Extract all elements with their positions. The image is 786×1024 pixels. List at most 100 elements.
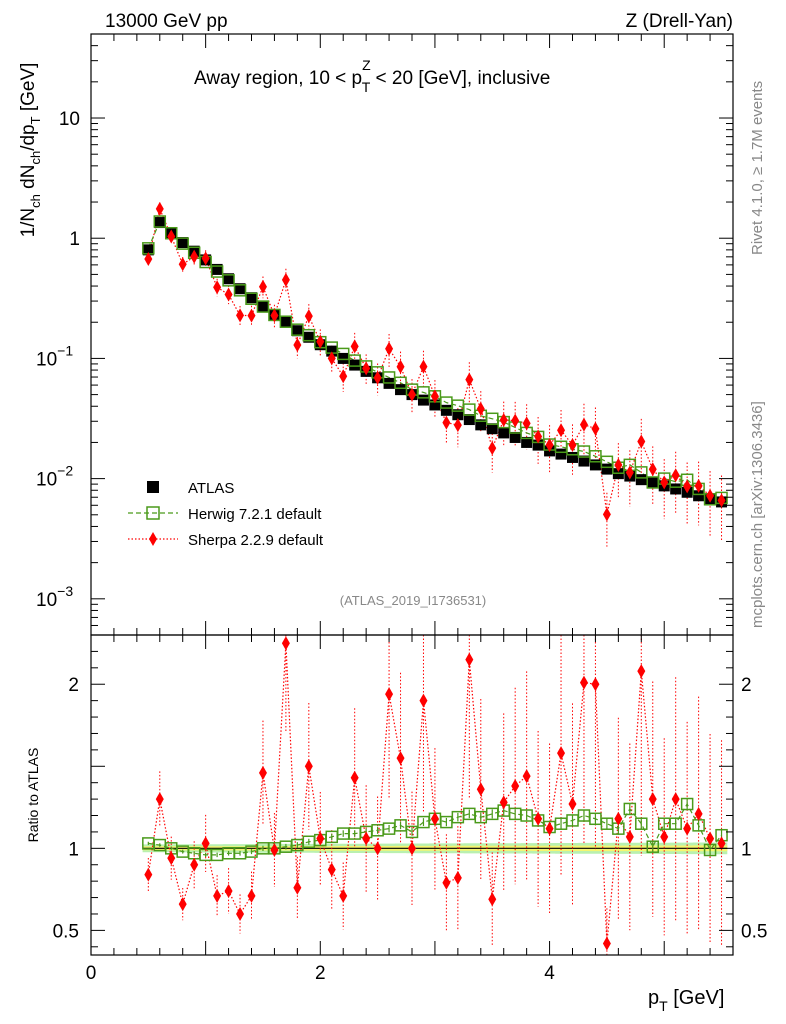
herwig-point-main xyxy=(210,265,224,278)
atlas-point xyxy=(154,217,166,229)
herwig-point-main xyxy=(394,376,407,390)
sherpa-point-main xyxy=(476,401,485,416)
sherpa-point-ratio xyxy=(316,831,325,846)
sherpa-point-ratio xyxy=(327,862,336,877)
sherpa-point-ratio xyxy=(350,770,359,785)
plot-title-main: Away region, 10 < p xyxy=(194,68,362,89)
sherpa-point-main xyxy=(522,416,531,431)
ylabel-sub3: T xyxy=(28,116,43,124)
ylabel-unit: [GeV] xyxy=(18,63,39,117)
y-tick-label-exp: −1 xyxy=(57,342,73,358)
atlas-point xyxy=(532,439,544,451)
sherpa-point-main xyxy=(511,413,520,428)
legend-herwig-marker xyxy=(146,506,160,520)
herwig-point-main xyxy=(233,284,247,297)
sherpa-point-ratio xyxy=(534,811,543,826)
legend-sherpa-marker xyxy=(149,532,157,546)
atlas-point xyxy=(429,399,441,411)
sherpa-point-ratio xyxy=(648,792,657,807)
sherpa-point-main xyxy=(224,287,233,302)
atlas-point xyxy=(509,431,521,443)
process-label: Z (Drell-Yan) xyxy=(626,11,733,32)
sherpa-point-main xyxy=(373,370,382,385)
herwig-point-main xyxy=(153,215,167,228)
sherpa-point-ratio xyxy=(442,875,451,890)
main-panel xyxy=(142,201,728,547)
sherpa-point-main xyxy=(602,507,611,522)
atlas-point xyxy=(486,423,498,435)
y-tick-label-ratio-right: 2 xyxy=(741,675,752,696)
herwig-point-main xyxy=(256,300,270,313)
herwig-point-main xyxy=(302,328,316,342)
herwig-point-ratio xyxy=(635,817,648,830)
sherpa-point-main xyxy=(327,351,336,366)
xlabel-unit: [GeV] xyxy=(668,987,725,1009)
x-tick-label: 0 xyxy=(86,963,97,984)
atlas-point xyxy=(452,409,464,421)
sherpa-point-ratio xyxy=(683,821,692,836)
herwig-point-ratio xyxy=(680,797,694,811)
y-tick-label-base: 10 xyxy=(59,109,80,130)
sherpa-point-main xyxy=(385,341,394,356)
atlas-point xyxy=(349,359,361,371)
sherpa-point-ratio xyxy=(465,652,474,667)
sherpa-point-main xyxy=(694,478,703,493)
herwig-point-ratio xyxy=(669,817,682,830)
legend-herwig-label: Herwig 7.2.1 default xyxy=(188,506,322,523)
ylabel-part1: 1/N xyxy=(18,208,39,238)
y-tick-label-base: 10 xyxy=(36,590,57,611)
sherpa-point-ratio xyxy=(144,867,153,882)
sherpa-point-ratio xyxy=(476,782,485,797)
atlas-point xyxy=(601,463,613,475)
y-axis-label-ratio: Ratio to ATLAS xyxy=(25,748,41,843)
sherpa-point-main xyxy=(465,372,474,387)
legend-atlas-marker xyxy=(147,481,159,493)
sherpa-point-ratio xyxy=(293,880,302,895)
sherpa-point-main xyxy=(534,429,543,444)
sherpa-point-ratio xyxy=(614,811,623,826)
sherpa-point-ratio xyxy=(270,842,279,857)
legend-atlas-label: ATLAS xyxy=(188,480,234,497)
sherpa-point-ratio xyxy=(637,664,646,679)
sherpa-point-ratio xyxy=(545,821,554,836)
sherpa-point-ratio xyxy=(178,897,187,912)
sherpa-point-ratio xyxy=(522,769,531,784)
sherpa-point-ratio xyxy=(396,751,405,766)
atlas-point xyxy=(578,455,590,467)
atlas-point xyxy=(555,448,567,460)
herwig-point-main xyxy=(222,274,235,287)
ylabel-part3: /dp xyxy=(18,124,39,150)
atlas-point xyxy=(234,283,246,295)
sherpa-point-main xyxy=(660,475,669,490)
sherpa-point-ratio xyxy=(499,795,508,810)
sherpa-point-ratio xyxy=(190,857,199,872)
sherpa-point-ratio xyxy=(258,765,267,780)
sherpa-point-ratio xyxy=(362,831,371,846)
beam-label: 13000 GeV pp xyxy=(105,11,228,32)
sherpa-point-main xyxy=(545,438,554,453)
herwig-point-ratio xyxy=(623,802,637,816)
atlas-point xyxy=(647,477,659,489)
y-tick-label-ratio-right: 1 xyxy=(741,839,752,860)
sherpa-point-main xyxy=(270,308,279,323)
atlas-point xyxy=(223,273,235,285)
y-tick-label-main: 1 xyxy=(69,229,80,250)
sherpa-point-main xyxy=(488,441,497,456)
y-tick-label-ratio-left: 1 xyxy=(68,839,79,860)
atlas-point xyxy=(395,384,407,396)
sherpa-point-main xyxy=(213,280,222,295)
atlas-point xyxy=(291,325,303,337)
y-tick-label-main: 10−3 xyxy=(36,583,73,611)
sherpa-point-ratio xyxy=(224,884,233,898)
atlas-point xyxy=(337,352,349,364)
sherpa-point-main xyxy=(625,465,634,480)
sherpa-point-ratio xyxy=(557,746,566,761)
y-tick-label-base: 10 xyxy=(36,349,57,370)
sherpa-point-ratio xyxy=(201,836,210,851)
rivet-label: Rivet 4.1.0, ≥ 1.7M events xyxy=(749,81,766,255)
sherpa-point-main xyxy=(430,389,439,404)
sherpa-point-ratio xyxy=(568,797,577,812)
ratio-panel xyxy=(142,635,728,955)
atlas-point xyxy=(670,483,682,495)
sherpa-point-ratio xyxy=(236,906,245,921)
